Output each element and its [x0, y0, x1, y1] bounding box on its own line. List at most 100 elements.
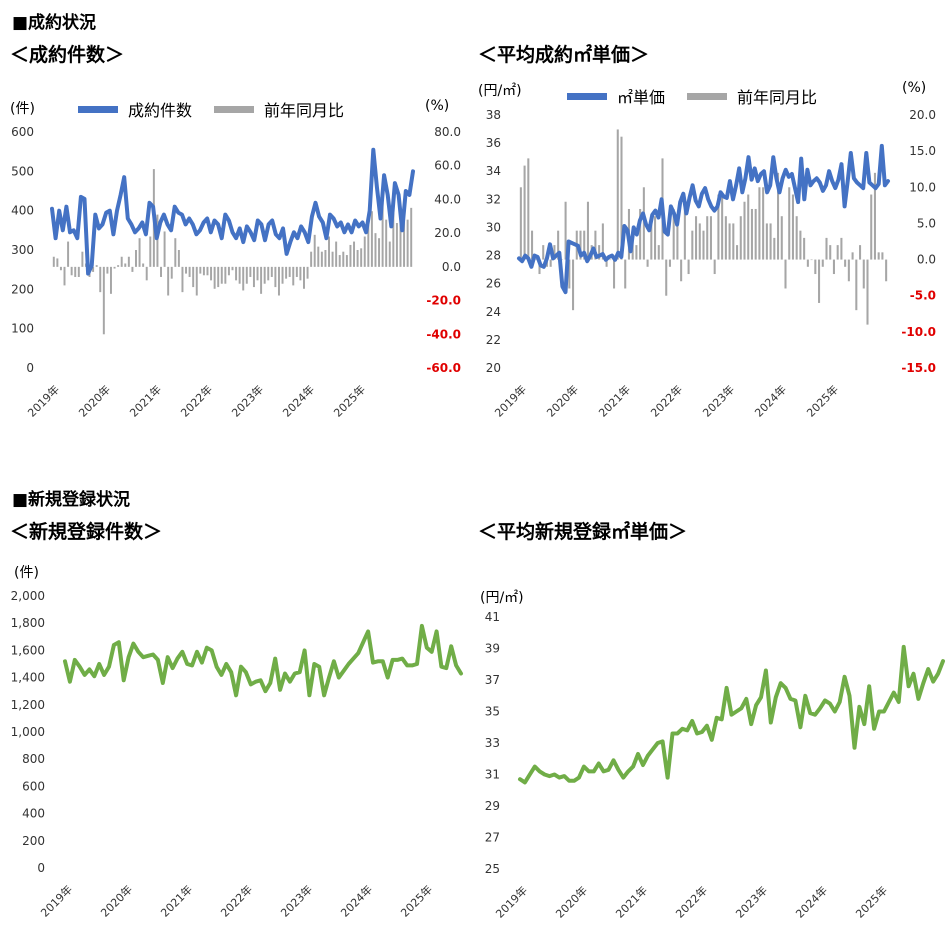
yoy-bar [713, 259, 716, 275]
x-tick-label: 2021年 [158, 882, 195, 919]
yoy-bar [829, 245, 832, 260]
yoy-bar [145, 266, 148, 281]
y-tick-label: 38 [486, 108, 501, 122]
yoy-bar [572, 259, 575, 311]
y-tick-label: 0 [26, 361, 34, 375]
yoy-bar [762, 187, 765, 260]
y2-tick-label: -60.0 [426, 361, 461, 375]
chart1-y2-unit: (%) [425, 98, 450, 114]
yoy-bar [56, 258, 59, 267]
yoy-bar [527, 158, 530, 260]
yoy-bar [235, 266, 238, 281]
y2-tick-label: 20.0 [434, 226, 461, 240]
y-tick-label: 500 [11, 164, 34, 178]
x-tick-label: 2021年 [613, 883, 650, 920]
yoy-bar [683, 201, 686, 260]
yoy-bar [844, 259, 847, 267]
x-tick-label: 2024年 [338, 882, 375, 919]
y-tick-label: 20 [486, 361, 501, 375]
y-tick-label: 29 [485, 799, 500, 813]
y-tick-label: 24 [486, 305, 501, 319]
chart1-title: ＜成約件数＞ [10, 44, 125, 66]
yoy-bar [210, 266, 213, 281]
yoy-bar [142, 263, 145, 267]
x-tick-label: 2020年 [76, 382, 113, 419]
yoy-bar [549, 259, 552, 267]
yoy-bar [149, 236, 152, 267]
series-line [63, 623, 463, 698]
y-tick-label: 35 [485, 705, 500, 719]
y-tick-label: 1,200 [11, 698, 45, 712]
yoy-bar [523, 165, 526, 260]
yoy-bar [181, 266, 184, 293]
x-tick-label: 2020年 [553, 883, 590, 920]
y-tick-label: 800 [22, 752, 45, 766]
x-tick-label: 2025年 [804, 382, 841, 419]
yoy-bar [691, 230, 694, 260]
y2-tick-label: 20.0 [909, 108, 936, 122]
y2-tick-label: 10.0 [909, 180, 936, 194]
yoy-bar [170, 266, 173, 279]
y-tick-label: 28 [486, 249, 501, 263]
yoy-bar [188, 266, 191, 277]
yoy-bar [665, 259, 668, 296]
yoy-bar [519, 187, 522, 260]
yoy-bar [274, 266, 277, 288]
yoy-bar [295, 266, 298, 277]
y2-tick-label: 0.0 [917, 253, 936, 267]
yoy-bar [363, 236, 366, 267]
yoy-bar [747, 194, 750, 260]
yoy-bar [765, 223, 768, 260]
chart-contract-unit-price: 20 22 24 26 28 30 32 34 36 38 -15.0 -10.0 -5.0 0.0 5.0… [486, 108, 936, 420]
x-tick-label: 2025年 [853, 883, 890, 920]
yoy-bar [654, 216, 657, 260]
yoy-bar [873, 172, 876, 260]
yoy-bar [263, 266, 266, 284]
yoy-bar [579, 230, 582, 260]
chart2-title: ＜平均成約㎡単価＞ [478, 44, 650, 66]
yoy-bar [388, 241, 391, 267]
chart2-y-unit: (円/㎡) [478, 83, 522, 99]
y2-tick-label: -5.0 [910, 289, 936, 303]
yoy-bar [598, 245, 601, 260]
yoy-bar [668, 259, 671, 267]
yoy-bar [192, 266, 195, 288]
yoy-bar [353, 241, 356, 267]
yoy-bar [672, 208, 675, 260]
y-tick-label: 300 [11, 243, 34, 257]
yoy-bar [102, 266, 105, 335]
yoy-bar [252, 266, 255, 288]
yoy-bar [583, 230, 586, 260]
x-tick-label: 2020年 [98, 882, 135, 919]
x-tick-label: 2025年 [398, 882, 435, 919]
yoy-bar [639, 208, 642, 260]
yoy-bar [680, 259, 683, 282]
yoy-bar [267, 266, 270, 281]
yoy-bar [320, 251, 323, 267]
yoy-bar [135, 250, 137, 267]
y-tick-label: 36 [486, 136, 501, 150]
yoy-bar [256, 266, 259, 281]
yoy-bar [568, 259, 571, 289]
yoy-bar [601, 223, 604, 260]
yoy-bar [724, 216, 727, 260]
yoy-bar [743, 201, 746, 260]
x-tick-label: 2025年 [331, 382, 368, 419]
yoy-bar [360, 248, 363, 267]
y-tick-label: 34 [486, 164, 501, 178]
series-line [517, 143, 890, 295]
chart3-title: ＜新規登録件数＞ [10, 521, 163, 543]
x-tick-label: 2021年 [127, 382, 164, 419]
yoy-bar [810, 259, 813, 261]
yoy-bar [92, 266, 95, 272]
yoy-bar [557, 230, 560, 260]
yoy-bar [866, 259, 869, 325]
yoy-bar [378, 238, 381, 267]
yoy-bar [836, 245, 839, 260]
y2-tick-label: -40.0 [426, 327, 461, 341]
yoy-bar [784, 259, 787, 289]
yoy-bar [657, 245, 660, 260]
chart-new-listing-unit-price: 25 27 29 31 33 35 37 39 41 2019年 2020年 2021年 2022年 20… [485, 610, 945, 921]
yoy-bar [814, 259, 817, 275]
yoy-bar [788, 187, 791, 260]
